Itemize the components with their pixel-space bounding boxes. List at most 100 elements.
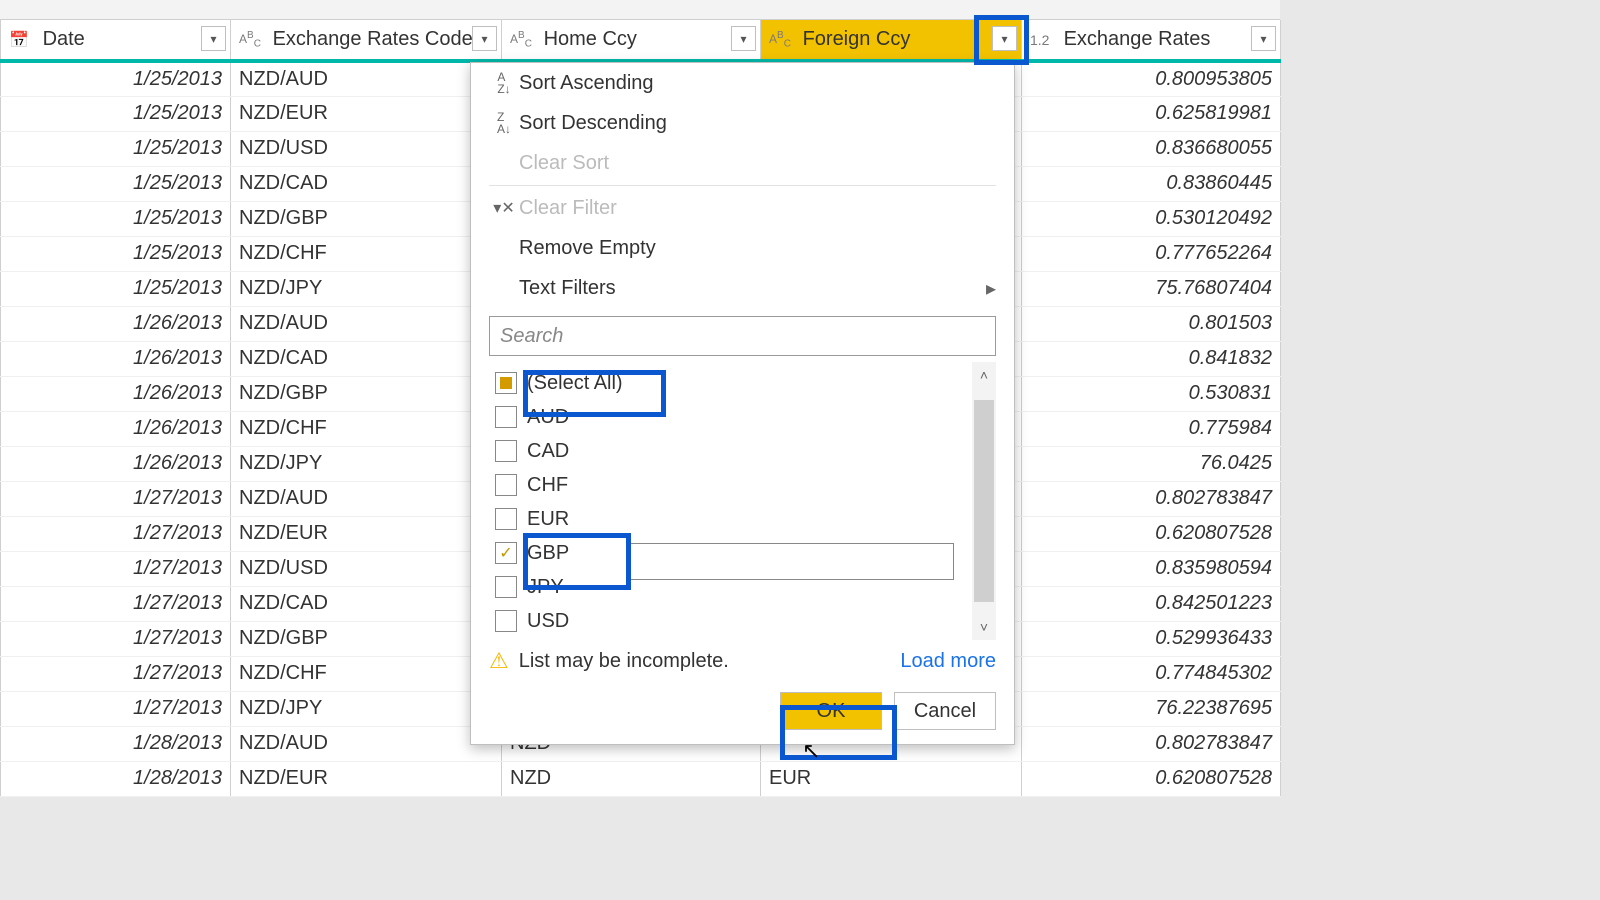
cell-code: NZD/GBP <box>231 376 502 411</box>
cell-rate: 0.620807528 <box>1022 516 1281 551</box>
text-type-icon: ABC <box>239 30 267 49</box>
cell-code: NZD/AUD <box>231 726 502 761</box>
top-strip <box>0 0 1280 20</box>
cell-date: 1/28/2013 <box>1 726 231 761</box>
cell-rate: 76.0425 <box>1022 446 1281 481</box>
table-row[interactable]: 1/28/2013NZD/EURNZDEUR0.620807528 <box>1 761 1281 796</box>
scroll-thumb[interactable] <box>974 400 994 602</box>
cell-rate: 0.625819981 <box>1022 96 1281 131</box>
col-header-code[interactable]: ABC Exchange Rates Code ▾ <box>231 20 502 61</box>
cell-date: 1/27/2013 <box>1 656 231 691</box>
cell-code: NZD/CHF <box>231 411 502 446</box>
cell-date: 1/25/2013 <box>1 236 231 271</box>
cell-code: NZD/USD <box>231 551 502 586</box>
cell-code: NZD/GBP <box>231 201 502 236</box>
filter-value-usd[interactable]: USD <box>489 604 995 638</box>
col-header-rate[interactable]: 1.2 Exchange Rates ▾ <box>1022 20 1281 61</box>
filter-value-selectall[interactable]: (Select All) <box>489 366 995 400</box>
col-header-date[interactable]: 📅 Date ▾ <box>1 20 231 61</box>
cell-date: 1/27/2013 <box>1 586 231 621</box>
dropdown-icon[interactable]: ▾ <box>992 26 1017 51</box>
dropdown-icon[interactable]: ▾ <box>731 26 756 51</box>
cell-code: NZD/USD <box>231 131 502 166</box>
dropdown-icon[interactable]: ▾ <box>1251 26 1276 51</box>
load-more-link[interactable]: Load more <box>900 650 996 673</box>
cell-code: NZD/EUR <box>231 96 502 131</box>
filter-value-cad[interactable]: CAD <box>489 434 995 468</box>
cell-rate: 76.22387695 <box>1022 691 1281 726</box>
col-label: Date <box>43 28 85 50</box>
cell-code: NZD/EUR <box>231 761 502 796</box>
cell-rate: 75.76807404 <box>1022 271 1281 306</box>
text-type-icon: ABC <box>769 30 797 49</box>
cell-code: NZD/JPY <box>231 446 502 481</box>
cell-rate: 0.775984 <box>1022 411 1281 446</box>
col-label: Home Ccy <box>544 28 637 50</box>
checkbox[interactable] <box>495 610 517 632</box>
cell-rate: 0.835980594 <box>1022 551 1281 586</box>
cell-date: 1/27/2013 <box>1 481 231 516</box>
dropdown-icon[interactable]: ▾ <box>201 26 226 51</box>
cell-home: NZD <box>502 761 761 796</box>
cell-date: 1/27/2013 <box>1 516 231 551</box>
sort-descending[interactable]: ZA↓ Sort Descending <box>471 103 1014 143</box>
filter-value-jpy[interactable]: JPY <box>489 570 995 604</box>
cell-rate: 0.774845302 <box>1022 656 1281 691</box>
remove-empty[interactable]: Remove Empty <box>471 228 1014 268</box>
checkbox[interactable] <box>495 440 517 462</box>
col-label: Exchange Rates <box>1064 28 1211 50</box>
ok-button[interactable]: OK <box>780 692 882 730</box>
checkbox[interactable] <box>495 474 517 496</box>
filter-value-gbp[interactable]: ✓GBP <box>489 536 995 570</box>
col-label: Exchange Rates Code <box>273 28 473 50</box>
cell-code: NZD/AUD <box>231 481 502 516</box>
cell-code: NZD/GBP <box>231 621 502 656</box>
warning-icon: ⚠ <box>489 648 509 674</box>
col-header-foreign[interactable]: ABC Foreign Ccy ▾ <box>761 20 1022 61</box>
cell-rate: 0.530831 <box>1022 376 1281 411</box>
filter-value-eur[interactable]: EUR <box>489 502 995 536</box>
warning-text: List may be incomplete. <box>519 650 729 673</box>
submenu-arrow-icon: ▸ <box>986 276 996 301</box>
checkbox[interactable] <box>495 576 517 598</box>
cell-rate: 0.836680055 <box>1022 131 1281 166</box>
checkbox[interactable] <box>495 406 517 428</box>
cell-code: NZD/EUR <box>231 516 502 551</box>
cell-code: NZD/CAD <box>231 586 502 621</box>
cell-rate: 0.530120492 <box>1022 201 1281 236</box>
cell-rate: 0.777652264 <box>1022 236 1281 271</box>
cell-date: 1/26/2013 <box>1 446 231 481</box>
cell-code: NZD/CAD <box>231 166 502 201</box>
cell-date: 1/25/2013 <box>1 271 231 306</box>
cell-date: 1/26/2013 <box>1 376 231 411</box>
cell-date: 1/27/2013 <box>1 691 231 726</box>
cancel-button[interactable]: Cancel <box>894 692 996 730</box>
checkbox[interactable] <box>495 508 517 530</box>
cell-rate: 0.802783847 <box>1022 481 1281 516</box>
cell-code: NZD/CHF <box>231 236 502 271</box>
filter-scrollbar[interactable]: ˄ ˅ <box>972 362 996 640</box>
sort-az-icon: AZ↓ <box>489 71 519 95</box>
filter-value-aud[interactable]: AUD <box>489 400 995 434</box>
cell-code: NZD/CAD <box>231 341 502 376</box>
cell-date: 1/25/2013 <box>1 61 231 96</box>
filter-search-input[interactable]: Search <box>489 316 996 356</box>
checkbox[interactable]: ✓ <box>495 542 517 564</box>
cell-code: NZD/CHF <box>231 656 502 691</box>
sort-ascending[interactable]: AZ↓ Sort Ascending <box>471 63 1014 103</box>
text-type-icon: ABC <box>510 30 538 49</box>
dropdown-icon[interactable]: ▾ <box>472 26 497 51</box>
scroll-down-icon[interactable]: ˅ <box>972 614 996 640</box>
col-header-home[interactable]: ABC Home Ccy ▾ <box>502 20 761 61</box>
cell-rate: 0.802783847 <box>1022 726 1281 761</box>
clear-filter: ▾✕ Clear Filter <box>471 188 1014 228</box>
cell-date: 1/25/2013 <box>1 131 231 166</box>
cell-code: NZD/AUD <box>231 61 502 96</box>
cell-rate: 0.800953805 <box>1022 61 1281 96</box>
filter-value-chf[interactable]: CHF <box>489 468 995 502</box>
cell-date: 1/28/2013 <box>1 761 231 796</box>
checkbox[interactable] <box>495 372 517 394</box>
text-filters[interactable]: Text Filters ▸ <box>471 268 1014 308</box>
cell-code: NZD/JPY <box>231 271 502 306</box>
scroll-up-icon[interactable]: ˄ <box>972 362 996 388</box>
